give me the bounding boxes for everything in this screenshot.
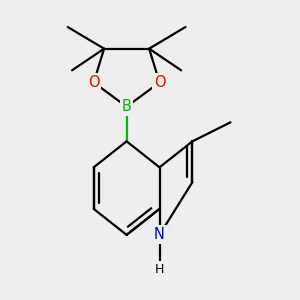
Text: O: O [154, 75, 165, 90]
Text: N: N [154, 227, 165, 242]
Text: H: H [155, 263, 164, 276]
Text: O: O [88, 75, 100, 90]
Text: B: B [122, 99, 132, 114]
